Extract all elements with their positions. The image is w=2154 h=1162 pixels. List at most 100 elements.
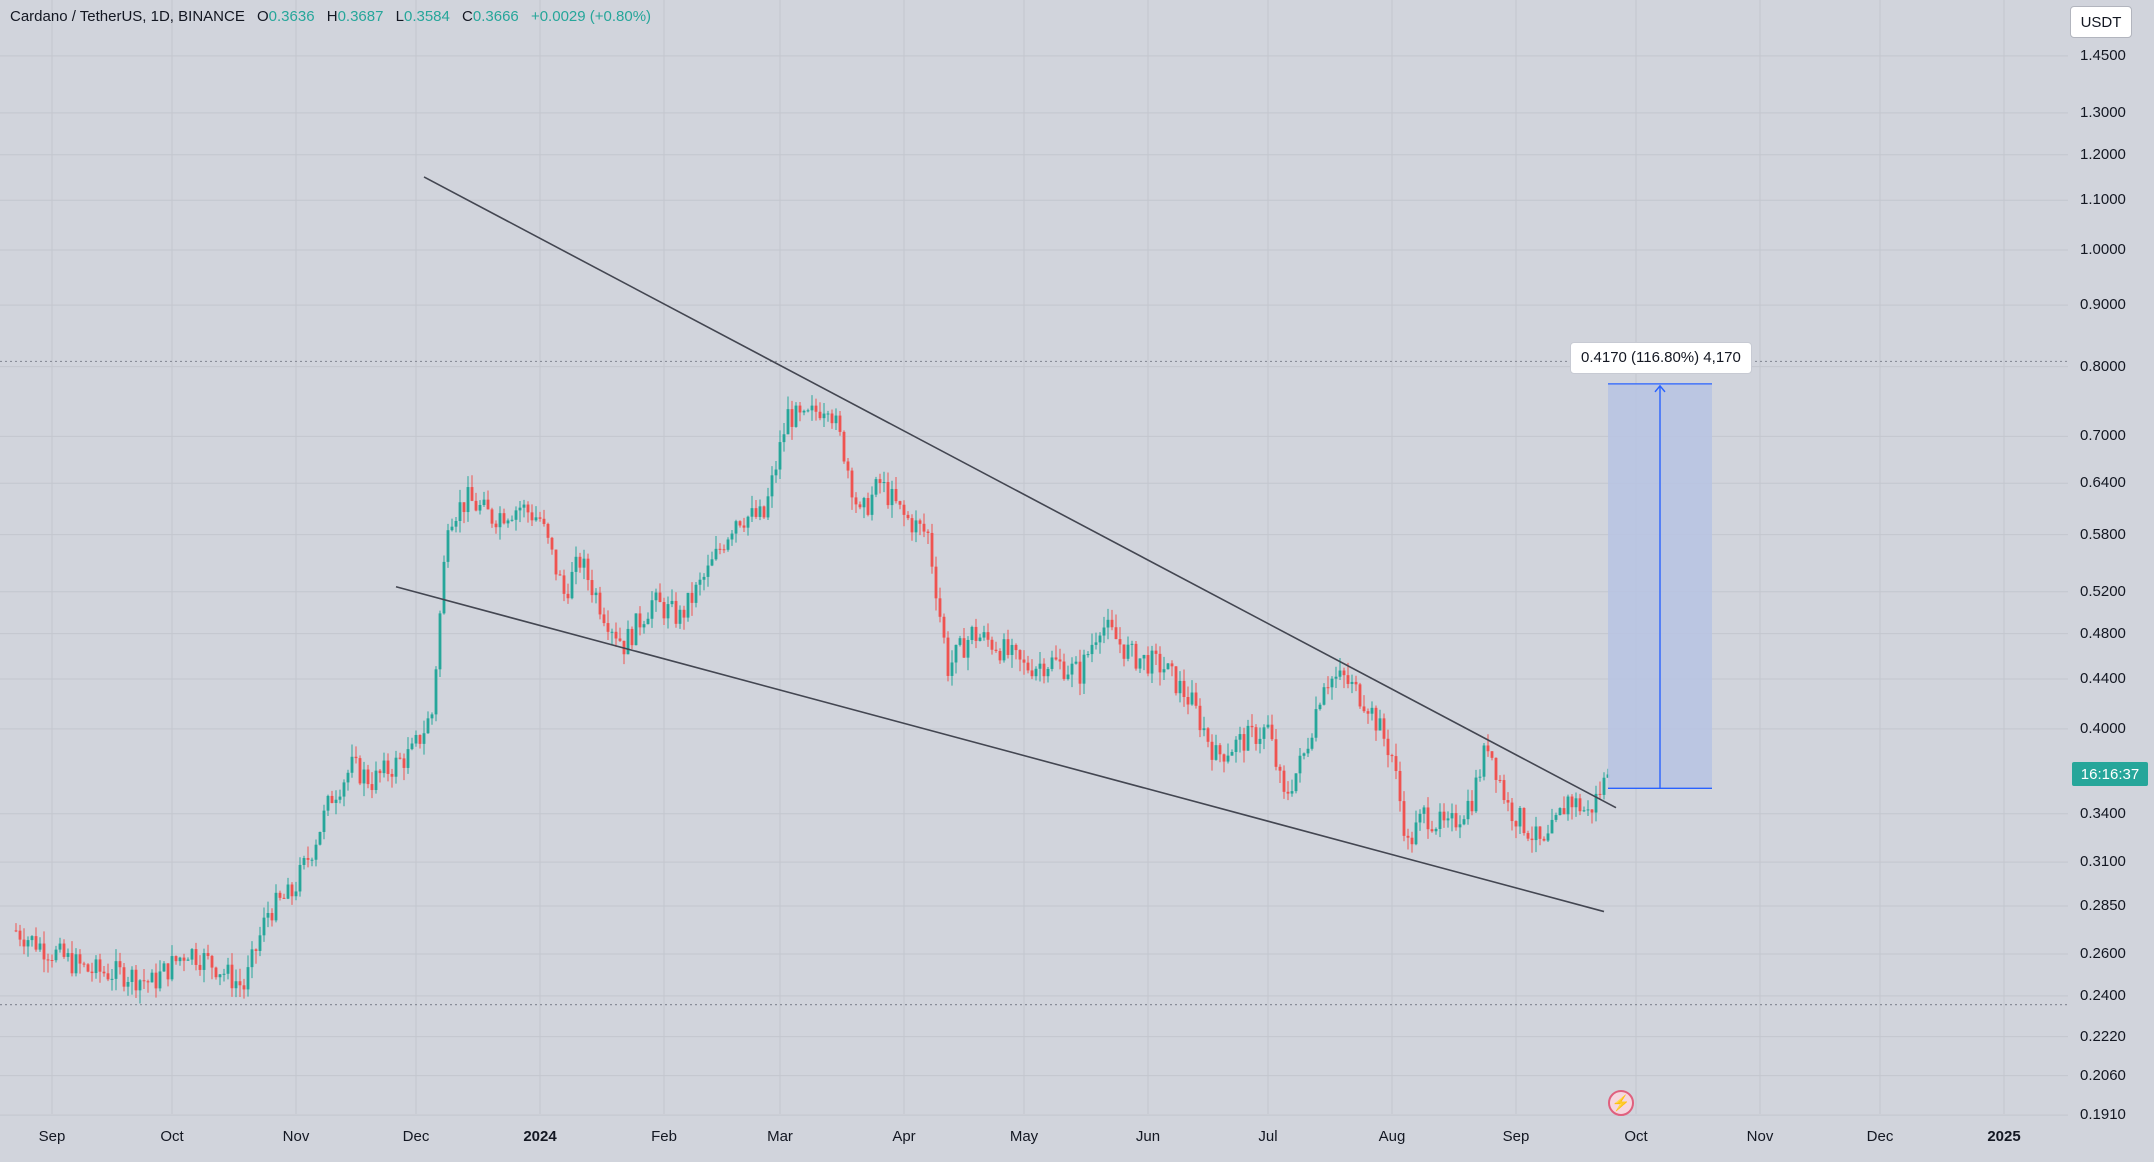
candle-body <box>358 758 362 784</box>
candle-body <box>798 405 802 413</box>
candle-body <box>678 609 682 624</box>
candle-body <box>830 413 834 424</box>
candle-body <box>1194 692 1198 706</box>
candle-body <box>1530 838 1534 841</box>
lightning-icon[interactable]: ⚡ <box>1608 1090 1634 1116</box>
candle-body <box>1450 813 1454 819</box>
candle-body <box>1210 741 1214 760</box>
candle-body <box>826 413 830 415</box>
candle-body <box>1602 777 1606 795</box>
candle-body <box>262 917 266 936</box>
candle-body <box>1178 680 1182 694</box>
candle-body <box>410 743 414 750</box>
candle-body <box>1142 655 1146 659</box>
candle-body <box>1118 639 1122 645</box>
candle-body <box>442 561 446 614</box>
candle-body <box>114 961 118 979</box>
candle-body <box>1274 739 1278 767</box>
time-tick-label: Oct <box>1624 1128 1648 1145</box>
candle-body <box>1590 809 1594 813</box>
currency-button[interactable]: USDT <box>2070 6 2132 38</box>
measure-tool[interactable] <box>1608 383 1712 790</box>
candle-body <box>1306 748 1310 754</box>
candle-body <box>578 556 582 568</box>
candle-body <box>606 623 610 632</box>
symbol-title[interactable]: Cardano / TetherUS, 1D, BINANCE <box>10 8 245 25</box>
candle-body <box>1102 627 1106 636</box>
candle-body <box>1050 657 1054 669</box>
candle-body <box>750 508 754 517</box>
candle-body <box>1550 819 1554 834</box>
candle-body <box>590 580 594 596</box>
candle-body <box>874 479 878 495</box>
candle-body <box>714 548 718 560</box>
high-value: 0.3687 <box>337 8 384 25</box>
candle-body <box>238 981 242 986</box>
candle-body <box>398 757 402 759</box>
candle-body <box>1598 793 1602 795</box>
candle-body <box>1334 676 1338 679</box>
candle-body <box>1002 639 1006 661</box>
candle-body <box>42 943 46 960</box>
candle-body <box>458 502 462 521</box>
candle-body <box>474 500 478 511</box>
candle-body <box>574 556 578 572</box>
candle-body <box>1446 818 1450 821</box>
candle-body <box>206 953 210 956</box>
candle-body <box>1018 650 1022 660</box>
candle-body <box>1318 704 1322 710</box>
candle-body <box>594 592 598 596</box>
candle-body <box>310 859 314 861</box>
candle-body <box>1414 822 1418 845</box>
candle-body <box>1494 757 1498 780</box>
candle-body <box>670 600 674 605</box>
time-tick-label: Mar <box>767 1128 793 1145</box>
price-tick-label: 0.1910 <box>2080 1106 2126 1124</box>
candle-body <box>1378 718 1382 731</box>
candle-body <box>1522 808 1526 834</box>
candle-body <box>110 978 114 980</box>
candle-body <box>930 532 934 567</box>
price-tick-label: 0.4000 <box>2080 719 2126 737</box>
candle-body <box>586 558 590 581</box>
candle-body <box>550 537 554 550</box>
candles <box>14 395 1610 1004</box>
candle-body <box>270 913 274 921</box>
candle-body <box>934 566 938 599</box>
open-key: O <box>257 8 269 25</box>
candle-body <box>1322 687 1326 705</box>
candle-body <box>66 953 70 957</box>
candle-body <box>246 967 250 990</box>
candle-body <box>422 733 426 744</box>
candle-body <box>1206 728 1210 742</box>
candle-body <box>1314 709 1318 738</box>
candle-body <box>846 461 850 471</box>
candle-body <box>298 864 302 892</box>
candle-body <box>1302 753 1306 756</box>
candle-body <box>30 936 34 941</box>
candle-body <box>1546 833 1550 841</box>
candle-body <box>786 409 790 435</box>
candle-body <box>210 955 214 968</box>
candle-body <box>118 961 122 968</box>
candle-body <box>762 506 766 518</box>
candle-body <box>1262 727 1266 739</box>
candle-body <box>90 971 94 974</box>
candle-body <box>518 507 522 511</box>
trendlines[interactable] <box>395 176 1617 913</box>
candle-body <box>546 523 550 538</box>
candle-body <box>758 506 762 517</box>
candle-body <box>1438 811 1442 829</box>
candle-body <box>1098 635 1102 643</box>
close-key: C <box>462 8 473 25</box>
candle-body <box>1410 837 1414 845</box>
candle-body <box>1394 756 1398 771</box>
candle-body <box>1486 745 1490 752</box>
candle-body <box>1462 819 1466 825</box>
candle-body <box>142 980 146 982</box>
candle-body <box>278 892 282 898</box>
candle-body <box>166 963 170 980</box>
candle-body <box>1422 807 1426 814</box>
